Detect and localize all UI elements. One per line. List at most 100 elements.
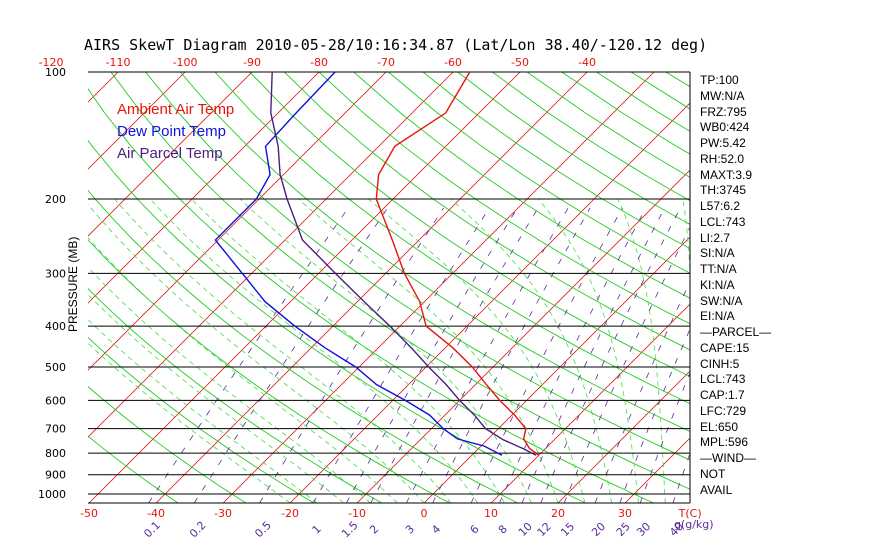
top-temp-tick-label: -90	[243, 56, 261, 69]
dry-adiabat-line	[88, 435, 179, 503]
dry-adiabat-line	[805, 72, 870, 503]
bottom-temp-tick-label: -10	[348, 507, 366, 520]
dry-adiabat-line	[179, 72, 690, 433]
side-label: MW:N/A	[700, 88, 745, 103]
moist-adiabat-line	[450, 198, 613, 503]
dry-adiabat-line	[630, 72, 690, 110]
side-label: —WIND—	[700, 451, 756, 465]
mixing-ratio-line	[470, 207, 623, 503]
mixing-ratio-label: 1	[310, 522, 324, 536]
dry-adiabat-line	[735, 72, 870, 503]
mixing-ratio-line	[346, 207, 518, 503]
isotherm-line	[88, 72, 387, 371]
dry-adiabat-line	[492, 72, 690, 202]
moist-adiabat-line	[368, 198, 586, 503]
mixing-ratio-label: 30	[634, 520, 653, 539]
pressure-tick-label: 700	[45, 423, 66, 436]
bottom-temp-tick-label: -50	[80, 507, 98, 520]
pressure-tick-label: 900	[45, 469, 66, 482]
isotherm-line	[490, 303, 690, 503]
moist-adiabat-line	[88, 237, 398, 503]
mixing-ratio-label: 6	[468, 522, 482, 536]
isotherm-line	[88, 72, 186, 170]
bottom-temp-tick-label: -40	[147, 507, 165, 520]
mixing-ratio-line	[148, 207, 349, 503]
mixing-ratio-label: 25	[614, 520, 633, 539]
mixing-ratio-label: 0.2	[187, 519, 209, 541]
dry-adiabat-line	[88, 189, 518, 503]
parcel-temp-line	[270, 72, 537, 456]
dry-adiabat-line	[88, 239, 451, 503]
moist-adiabat-line	[617, 198, 666, 503]
side-label: CINH:5	[700, 356, 740, 371]
background-lines	[0, 72, 870, 503]
dry-adiabat-line	[110, 72, 690, 490]
dry-adiabat-line	[353, 72, 690, 299]
isotherm-line	[759, 72, 870, 503]
top-temp-tick-label: -60	[444, 56, 462, 69]
mixing-ratio-line	[540, 207, 681, 503]
side-label: PW:5.42	[700, 136, 746, 150]
top-temp-tick-label: -120	[39, 56, 64, 69]
side-label: CAP:1.7	[700, 388, 745, 402]
legend-parcel: Air Parcel Temp	[117, 145, 223, 162]
temp-unit-label: T(C)	[678, 507, 702, 520]
side-label: LI:2.7	[700, 230, 731, 245]
isotherm-line	[0, 72, 51, 503]
side-label: NOT	[700, 466, 726, 481]
dry-adiabat-line	[526, 72, 690, 178]
chart-title: AIRS SkewT Diagram 2010-05-28/10:16:34.8…	[84, 36, 708, 54]
moist-adiabat-line	[88, 342, 291, 503]
dry-adiabat-line	[422, 72, 690, 250]
mixing-ratio-line	[193, 207, 388, 503]
legend-ambient-label: Ambient Air Temp	[117, 101, 235, 118]
pressure-tick-label: 300	[45, 267, 66, 280]
moist-adiabat-line	[239, 198, 532, 503]
top-temp-tick-label: -40	[578, 56, 596, 69]
dewpoint-line	[214, 72, 503, 456]
isotherm-line	[88, 72, 253, 237]
top-temp-tick-label: -110	[106, 56, 131, 69]
mixing-ratio-label: 2	[367, 522, 381, 536]
mixing-ratio-label: 0.5	[252, 519, 274, 541]
ambient-temp-line	[375, 72, 540, 456]
moist-adiabat-line	[88, 293, 344, 503]
moist-adiabat-line	[114, 198, 452, 503]
side-label: RH:52.0	[700, 151, 745, 166]
pressure-tick-label: 1000	[38, 488, 66, 501]
side-label: TP:100	[700, 73, 739, 87]
side-label: TH:3745	[700, 183, 747, 198]
bottom-temp-tick-label: 0	[421, 507, 428, 520]
dry-adiabat-line	[214, 72, 690, 405]
pressure-tick-label: 200	[45, 193, 66, 206]
dry-adiabat-line	[318, 72, 690, 325]
isotherm-line	[222, 72, 655, 503]
mixing-ratio-label: 10	[516, 520, 535, 539]
dry-adiabat-line	[249, 72, 690, 377]
side-label: MAXT:3.9	[700, 167, 753, 182]
dry-adiabat-line	[145, 72, 690, 461]
isotherm-line	[826, 72, 870, 503]
mixing-ratio-label: 20	[589, 520, 608, 539]
side-label: EL:650	[700, 419, 739, 434]
mixing-ratio-label: 0.1	[141, 519, 163, 541]
side-label: SI:N/A	[700, 246, 735, 261]
side-label: LCL:743	[700, 214, 746, 229]
mixing-ratio-line	[432, 207, 591, 503]
moist-adiabat-line	[298, 198, 559, 503]
chart-frame	[88, 71, 691, 504]
dry-adiabat-line	[839, 72, 870, 503]
mixing-ratio-label: 4	[429, 522, 443, 536]
pressure-tick-label: 500	[45, 361, 66, 374]
side-label: CAPE:15	[700, 340, 750, 355]
pressure-tick-label: 600	[45, 394, 66, 407]
moist-adiabat-line	[537, 198, 639, 503]
dry-adiabat-line	[88, 386, 247, 503]
top-temp-tick-label: -50	[511, 56, 529, 69]
mixing-ratio-line	[406, 207, 569, 503]
isotherm-line	[155, 72, 588, 503]
side-label: LCL:743	[700, 372, 746, 387]
side-label: LFC:729	[700, 403, 747, 418]
dry-adiabat-line	[88, 139, 586, 503]
